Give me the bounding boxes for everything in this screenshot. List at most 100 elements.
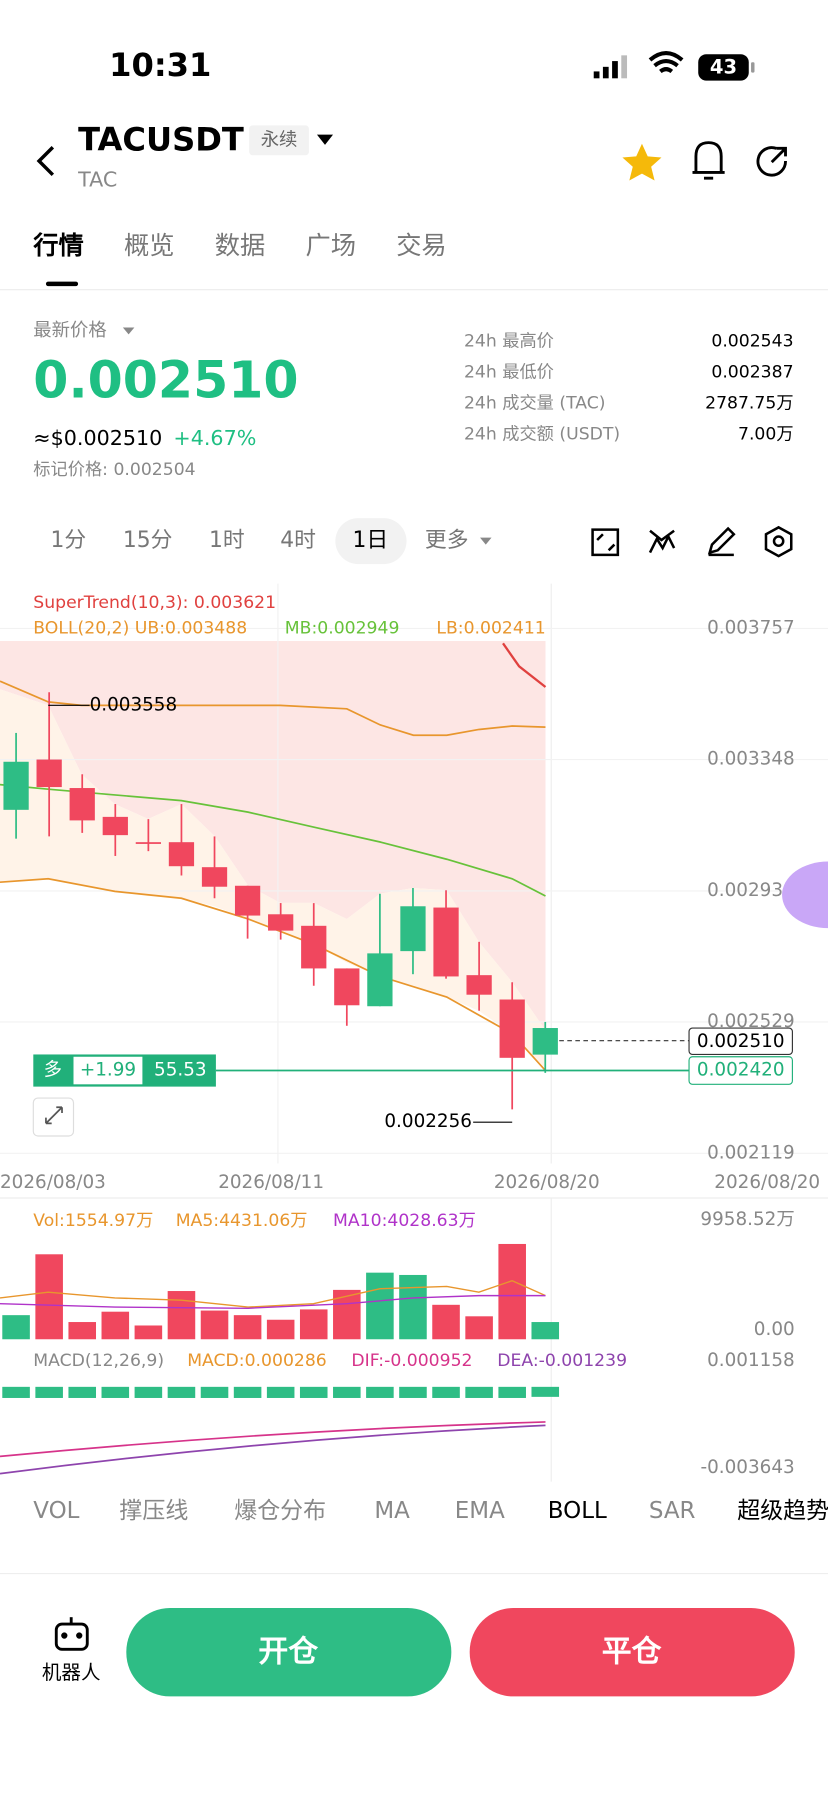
indicator-tab[interactable]: 爆仓分布: [234, 1498, 326, 1524]
back-button[interactable]: [36, 146, 55, 177]
tag-bg: [249, 125, 309, 156]
macd-bar: [134, 1386, 163, 1398]
dif-legend: DIF:-0.000952: [351, 1351, 472, 1371]
low-label: 0.002256: [384, 1111, 472, 1132]
volume-bar: [399, 1274, 427, 1340]
indicator-tab[interactable]: BOLL: [548, 1498, 607, 1524]
indicator-tab[interactable]: MA: [374, 1498, 410, 1524]
volume-bar: [299, 1309, 328, 1340]
stat-value: 0.002387: [711, 362, 793, 382]
candle-body: [334, 968, 360, 1006]
high-label: 0.003558: [90, 694, 178, 715]
close-label[interactable]: 平仓: [602, 1634, 662, 1669]
position-side: 多: [44, 1060, 62, 1081]
timeframe[interactable]: 4时: [280, 528, 316, 553]
position-qty-bg: [73, 1056, 143, 1085]
supertrend-legend: SuperTrend(10,3): 0.003621: [33, 593, 276, 613]
open-label[interactable]: 开仓: [258, 1634, 318, 1669]
stat-label: 24h 最高价: [464, 331, 554, 351]
signal-icon: [593, 55, 628, 79]
volume-bar: [35, 1254, 63, 1340]
volume-bar: [134, 1325, 163, 1340]
x-tick-label: 2026/08/03: [0, 1172, 106, 1193]
position-price-box: [688, 1056, 793, 1085]
macd-bar: [498, 1386, 526, 1398]
clock: 10:31: [109, 46, 211, 84]
indicator-tab[interactable]: 撑压线: [119, 1498, 188, 1524]
battery-tip: [751, 62, 755, 73]
indicator-tab[interactable]: EMA: [455, 1498, 505, 1524]
macd-bar: [531, 1386, 560, 1397]
tab[interactable]: 广场: [305, 231, 355, 260]
price-dropdown[interactable]: [122, 327, 135, 335]
boll-legend: BOLL(20,2) UB:0.003488: [33, 618, 247, 638]
symbol[interactable]: TACUSDT: [78, 120, 244, 158]
close-button[interactable]: [469, 1607, 795, 1697]
y-tick-label: 0.002119: [707, 1142, 795, 1163]
timeframe[interactable]: 1时: [209, 528, 245, 553]
indicator-tab[interactable]: SAR: [649, 1498, 696, 1524]
more-dropdown[interactable]: [480, 537, 492, 545]
candle-body: [532, 1028, 558, 1055]
position-price: 0.002420: [697, 1060, 785, 1081]
settings-icon-dot: [772, 535, 785, 547]
tab[interactable]: 概览: [124, 231, 175, 260]
open-button[interactable]: [126, 1607, 452, 1697]
y-tick-label: 0.002529: [707, 1011, 795, 1032]
timeframe[interactable]: 15分: [123, 528, 173, 553]
tab[interactable]: 行情: [32, 231, 83, 260]
macd-bar: [167, 1386, 196, 1398]
timeframe[interactable]: 更多: [425, 528, 469, 553]
robot-icon[interactable]: [54, 1617, 89, 1651]
symbol-dropdown[interactable]: [316, 134, 334, 145]
last-price-box: [688, 1027, 793, 1056]
volume-bar: [233, 1315, 262, 1340]
macd-legend: MACD:0.000286: [187, 1351, 327, 1371]
contract-tag: 永续: [261, 129, 298, 150]
stat-label: 24h 成交额 (USDT): [464, 424, 620, 444]
candle-body: [301, 925, 327, 969]
timeframe-selected-bg: [335, 518, 407, 565]
vol-ma10: [0, 1294, 546, 1309]
candle-body: [135, 842, 162, 844]
price-label: 最新价格: [33, 320, 106, 341]
stat-value: 7.00万: [738, 424, 794, 444]
candle-body: [3, 761, 29, 810]
last-price: 0.002510: [33, 350, 298, 409]
floating-handle[interactable]: [782, 861, 828, 929]
battery-icon: [698, 54, 749, 81]
vol-tick-label: 9958.52万: [700, 1209, 794, 1230]
settings-icon[interactable]: [764, 525, 793, 558]
price-change: +4.67%: [173, 426, 256, 450]
mark-price: 标记价格: 0.002504: [33, 460, 195, 480]
tab[interactable]: 数据: [215, 231, 266, 260]
macd-bar: [200, 1386, 229, 1398]
favorite-star[interactable]: [622, 143, 662, 181]
supertrend-line: [502, 642, 547, 688]
macd-bar: [432, 1386, 460, 1398]
macd-title: MACD(12,26,9): [33, 1351, 164, 1371]
volume-bar: [498, 1243, 526, 1340]
indicator-icon[interactable]: [648, 529, 676, 554]
macd-bar: [2, 1386, 30, 1398]
alert-bell[interactable]: [692, 141, 725, 180]
draw-icon[interactable]: [707, 526, 736, 557]
indicator-tab[interactable]: VOL: [33, 1498, 79, 1524]
robot-label[interactable]: 机器人: [42, 1661, 101, 1684]
candle-body: [400, 906, 426, 952]
volume-bar: [167, 1291, 196, 1340]
volume-bar: [101, 1311, 130, 1340]
y-tick-label: 0.003757: [707, 617, 795, 638]
share-icon[interactable]: [756, 146, 787, 177]
indicator-tab[interactable]: 超级趋势: [737, 1498, 828, 1524]
timeframe[interactable]: 1日: [353, 528, 389, 553]
timeframe[interactable]: 1分: [51, 528, 87, 553]
x-tick-label: 2026/08/20: [714, 1172, 820, 1193]
macd-bar: [101, 1386, 130, 1398]
tab[interactable]: 交易: [396, 231, 446, 260]
volume-bar: [531, 1322, 560, 1340]
ma10-legend: MA10:4028.63万: [333, 1211, 476, 1231]
vol-ma5: [0, 1279, 546, 1308]
expand-icon: [45, 1106, 63, 1125]
fullscreen-icon[interactable]: [591, 528, 620, 557]
